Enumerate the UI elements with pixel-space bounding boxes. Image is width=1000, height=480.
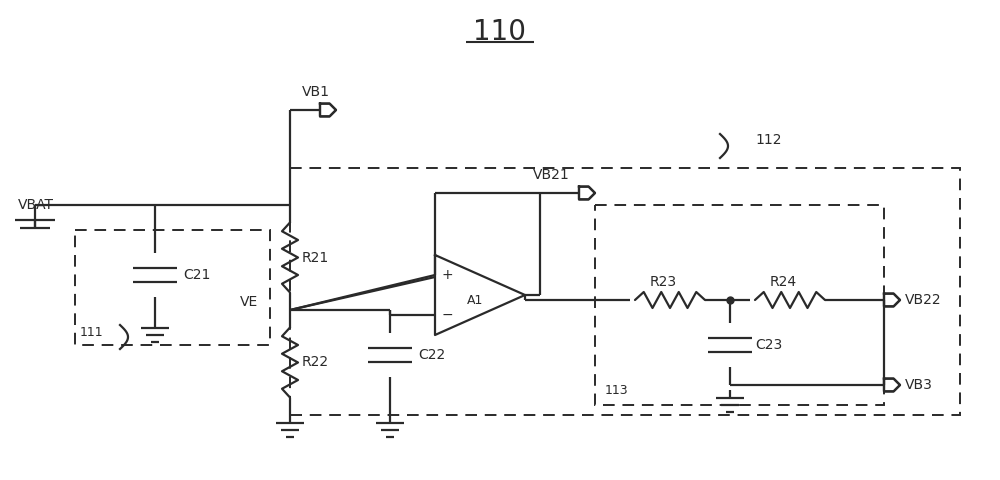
Polygon shape bbox=[884, 294, 900, 306]
Text: VE: VE bbox=[240, 295, 258, 309]
Text: C21: C21 bbox=[183, 268, 210, 282]
Text: C22: C22 bbox=[418, 348, 445, 362]
Bar bbox=[595, 205, 884, 405]
Polygon shape bbox=[579, 187, 595, 199]
Text: VB22: VB22 bbox=[905, 293, 942, 307]
Text: R23: R23 bbox=[650, 275, 677, 289]
Text: R21: R21 bbox=[302, 251, 329, 264]
Text: 111: 111 bbox=[80, 326, 104, 339]
Polygon shape bbox=[320, 104, 336, 116]
Text: +: + bbox=[441, 268, 453, 282]
Text: VB3: VB3 bbox=[905, 378, 933, 392]
Text: VB21: VB21 bbox=[533, 168, 570, 182]
Bar bbox=[290, 168, 960, 415]
Text: 110: 110 bbox=[474, 18, 526, 46]
Text: A1: A1 bbox=[467, 293, 483, 307]
Bar bbox=[75, 230, 270, 345]
Text: 113: 113 bbox=[605, 384, 629, 396]
Text: R22: R22 bbox=[302, 356, 329, 370]
Text: 112: 112 bbox=[755, 133, 782, 147]
Text: C23: C23 bbox=[755, 338, 782, 352]
Polygon shape bbox=[884, 379, 900, 391]
Text: R24: R24 bbox=[770, 275, 797, 289]
Text: VBAT: VBAT bbox=[18, 198, 54, 212]
Text: VB1: VB1 bbox=[302, 85, 330, 99]
Text: −: − bbox=[441, 308, 453, 322]
